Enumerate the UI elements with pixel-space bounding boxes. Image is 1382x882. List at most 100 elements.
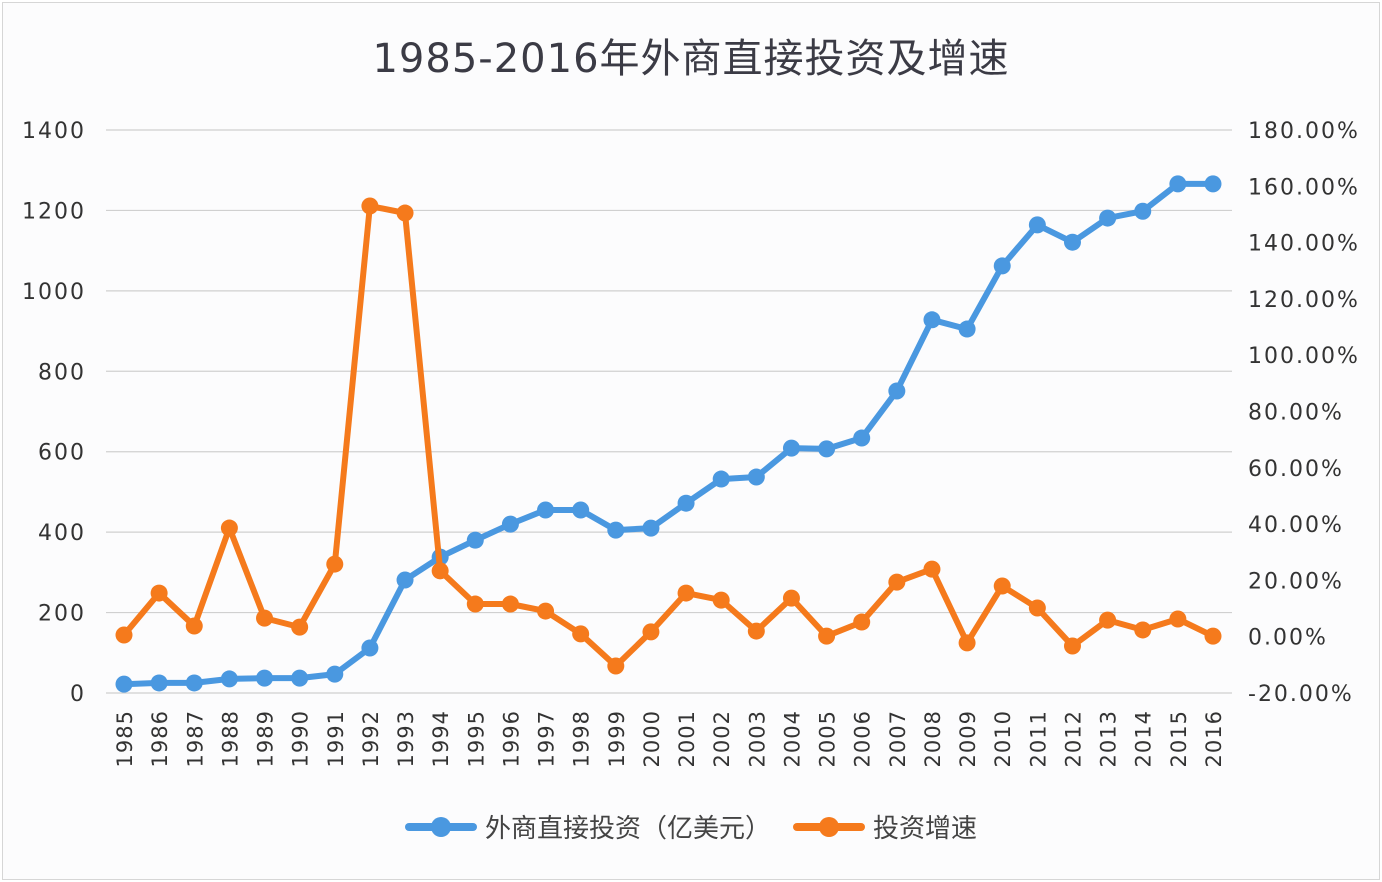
x-axis-tick-label: 2012: [1061, 710, 1085, 767]
x-axis-tick-label: 1998: [570, 710, 594, 767]
data-point-marker[interactable]: [923, 560, 941, 578]
x-axis-tick-label: 2000: [640, 710, 664, 767]
data-point-marker[interactable]: [782, 439, 800, 457]
data-point-marker[interactable]: [712, 470, 730, 488]
data-point-marker[interactable]: [1028, 599, 1046, 617]
legend-line-marker-icon: [793, 816, 865, 837]
data-point-marker[interactable]: [361, 197, 379, 215]
data-point-marker[interactable]: [185, 674, 203, 692]
data-point-marker[interactable]: [220, 670, 238, 688]
data-point-marker[interactable]: [150, 674, 168, 692]
data-point-marker[interactable]: [712, 591, 730, 609]
data-point-marker[interactable]: [853, 429, 871, 447]
data-point-marker[interactable]: [326, 555, 344, 573]
chart-title: 1985-2016年外商直接投资及增速: [372, 36, 1010, 82]
data-point-marker[interactable]: [572, 625, 590, 643]
legend-item-growth[interactable]: 投资增速: [793, 808, 977, 845]
data-point-marker[interactable]: [993, 257, 1011, 275]
x-axis-tick-label: 2006: [851, 710, 875, 767]
data-point-marker[interactable]: [572, 501, 590, 519]
x-axis-tick-label: 1994: [429, 710, 453, 767]
data-point-marker[interactable]: [537, 602, 555, 620]
data-point-marker[interactable]: [1204, 627, 1222, 645]
right-axis-tick-label: 20.00%: [1248, 569, 1344, 594]
x-axis-tick-label: 1986: [148, 710, 172, 767]
data-point-marker[interactable]: [607, 657, 625, 675]
data-point-marker[interactable]: [958, 320, 976, 338]
data-point-marker[interactable]: [818, 627, 836, 645]
right-axis-ticks: -20.00% 0.00% 20.00% 40.00% 60.00% 80.00% 100.…: [1248, 119, 1360, 707]
data-point-marker[interactable]: [607, 521, 625, 539]
data-point-marker[interactable]: [888, 573, 906, 591]
left-axis-tick-label: 400: [38, 521, 86, 546]
data-point-marker[interactable]: [642, 623, 660, 641]
left-axis-tick-label: 1000: [22, 280, 86, 305]
x-axis-tick-label: 1989: [254, 710, 278, 767]
data-point-marker[interactable]: [256, 609, 274, 627]
data-point-marker[interactable]: [185, 617, 203, 635]
x-axis-tick-label: 2009: [956, 710, 980, 767]
data-point-marker[interactable]: [677, 584, 695, 602]
data-point-marker[interactable]: [1134, 202, 1152, 220]
data-point-marker[interactable]: [361, 639, 379, 657]
x-axis-tick-label: 2008: [921, 710, 945, 767]
data-point-marker[interactable]: [642, 519, 660, 537]
data-point-marker[interactable]: [431, 562, 449, 580]
data-point-marker[interactable]: [853, 613, 871, 631]
data-point-marker[interactable]: [1204, 175, 1222, 193]
data-point-marker[interactable]: [958, 634, 976, 652]
data-point-marker[interactable]: [396, 204, 414, 222]
left-axis-ticks: 0 200 400 600 800 1000 1200 1400: [22, 119, 86, 707]
right-axis-tick-label: 140.00%: [1248, 232, 1360, 257]
data-point-marker[interactable]: [256, 669, 274, 687]
data-point-marker[interactable]: [220, 519, 238, 537]
left-axis-tick-label: 800: [38, 360, 86, 385]
data-point-marker[interactable]: [501, 515, 519, 533]
data-point-marker[interactable]: [466, 531, 484, 549]
x-axis-tick-label: 2001: [675, 710, 699, 767]
data-point-marker[interactable]: [1063, 233, 1081, 251]
x-axis-tick-label: 1997: [535, 710, 559, 767]
data-point-marker[interactable]: [747, 468, 765, 486]
x-axis-tick-label: 2010: [991, 710, 1015, 767]
data-point-marker[interactable]: [501, 595, 519, 613]
data-point-marker[interactable]: [1099, 209, 1117, 227]
series-growth: [115, 197, 1222, 675]
data-point-marker[interactable]: [888, 382, 906, 400]
right-axis-tick-label: 160.00%: [1248, 175, 1360, 200]
data-point-marker[interactable]: [115, 675, 133, 693]
data-point-marker[interactable]: [818, 440, 836, 458]
legend-item-fdi[interactable]: 外商直接投资（亿美元）: [404, 808, 771, 845]
series-fdi: [115, 175, 1222, 693]
x-axis-tick-label: 2005: [816, 710, 840, 767]
data-point-marker[interactable]: [993, 577, 1011, 595]
data-point-marker[interactable]: [291, 669, 309, 687]
data-point-marker[interactable]: [1169, 175, 1187, 193]
data-point-marker[interactable]: [747, 622, 765, 640]
x-axis-tick-label: 2016: [1202, 710, 1226, 767]
data-point-marker[interactable]: [150, 584, 168, 602]
x-axis-tick-label: 1987: [183, 710, 207, 767]
x-axis-tick-label: 2015: [1167, 710, 1191, 767]
legend-line-marker-icon: [404, 816, 477, 837]
data-point-marker[interactable]: [1134, 621, 1152, 639]
x-axis-tick-label: 1992: [359, 710, 383, 767]
data-point-marker[interactable]: [782, 589, 800, 607]
data-point-marker[interactable]: [1028, 216, 1046, 234]
data-point-marker[interactable]: [677, 494, 695, 512]
data-point-marker[interactable]: [115, 626, 133, 644]
data-point-marker[interactable]: [326, 665, 344, 683]
data-point-marker[interactable]: [1063, 637, 1081, 655]
data-point-marker[interactable]: [537, 501, 555, 519]
legend-label: 投资增速: [873, 814, 978, 844]
data-point-marker[interactable]: [396, 571, 414, 589]
x-axis-tick-label: 2007: [886, 710, 910, 767]
data-point-marker[interactable]: [923, 311, 941, 329]
x-axis-tick-label: 1996: [499, 710, 523, 767]
data-point-marker[interactable]: [291, 618, 309, 636]
data-point-marker[interactable]: [466, 595, 484, 613]
data-point-marker[interactable]: [1099, 611, 1117, 629]
data-point-marker[interactable]: [1169, 610, 1187, 628]
